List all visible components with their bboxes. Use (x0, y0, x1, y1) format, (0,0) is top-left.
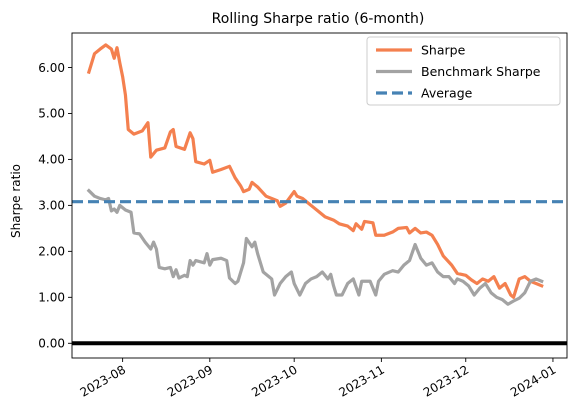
legend-label: Average (421, 86, 473, 101)
plot-area (72, 43, 567, 346)
series-line-sharpe (86, 43, 544, 299)
x-tick-label: 2023-10 (249, 362, 299, 399)
series-line-benchmark-sharpe (86, 188, 544, 306)
series-layer (72, 43, 567, 346)
y-tick-label: 3.00 (38, 199, 65, 213)
y-tick-label: 6.00 (38, 61, 65, 75)
legend-label: Sharpe (421, 43, 466, 58)
plot-frame (71, 32, 568, 359)
legend: Sharpe Benchmark Sharpe Average (366, 36, 561, 106)
y-tick-label: 2.00 (38, 245, 65, 259)
legend-box (366, 36, 561, 106)
y-tick-label: 4.00 (38, 153, 65, 167)
y-axis-label: Sharpe ratio (9, 164, 23, 238)
y-tick-label: 5.00 (38, 107, 65, 121)
x-tick-label: 2023-09 (165, 362, 215, 399)
x-tick-label: 2023-12 (421, 362, 471, 399)
y-tick-label: 0.00 (38, 337, 65, 351)
y-tick-label: 1.00 (38, 291, 65, 305)
x-tick-label: 2023-11 (336, 362, 386, 399)
legend-label: Benchmark Sharpe (421, 64, 541, 79)
x-tick-label: 2024-01 (508, 362, 558, 399)
x-tick-label: 2023-08 (78, 362, 128, 399)
chart-title: Rolling Sharpe ratio (6-month) (212, 11, 425, 27)
